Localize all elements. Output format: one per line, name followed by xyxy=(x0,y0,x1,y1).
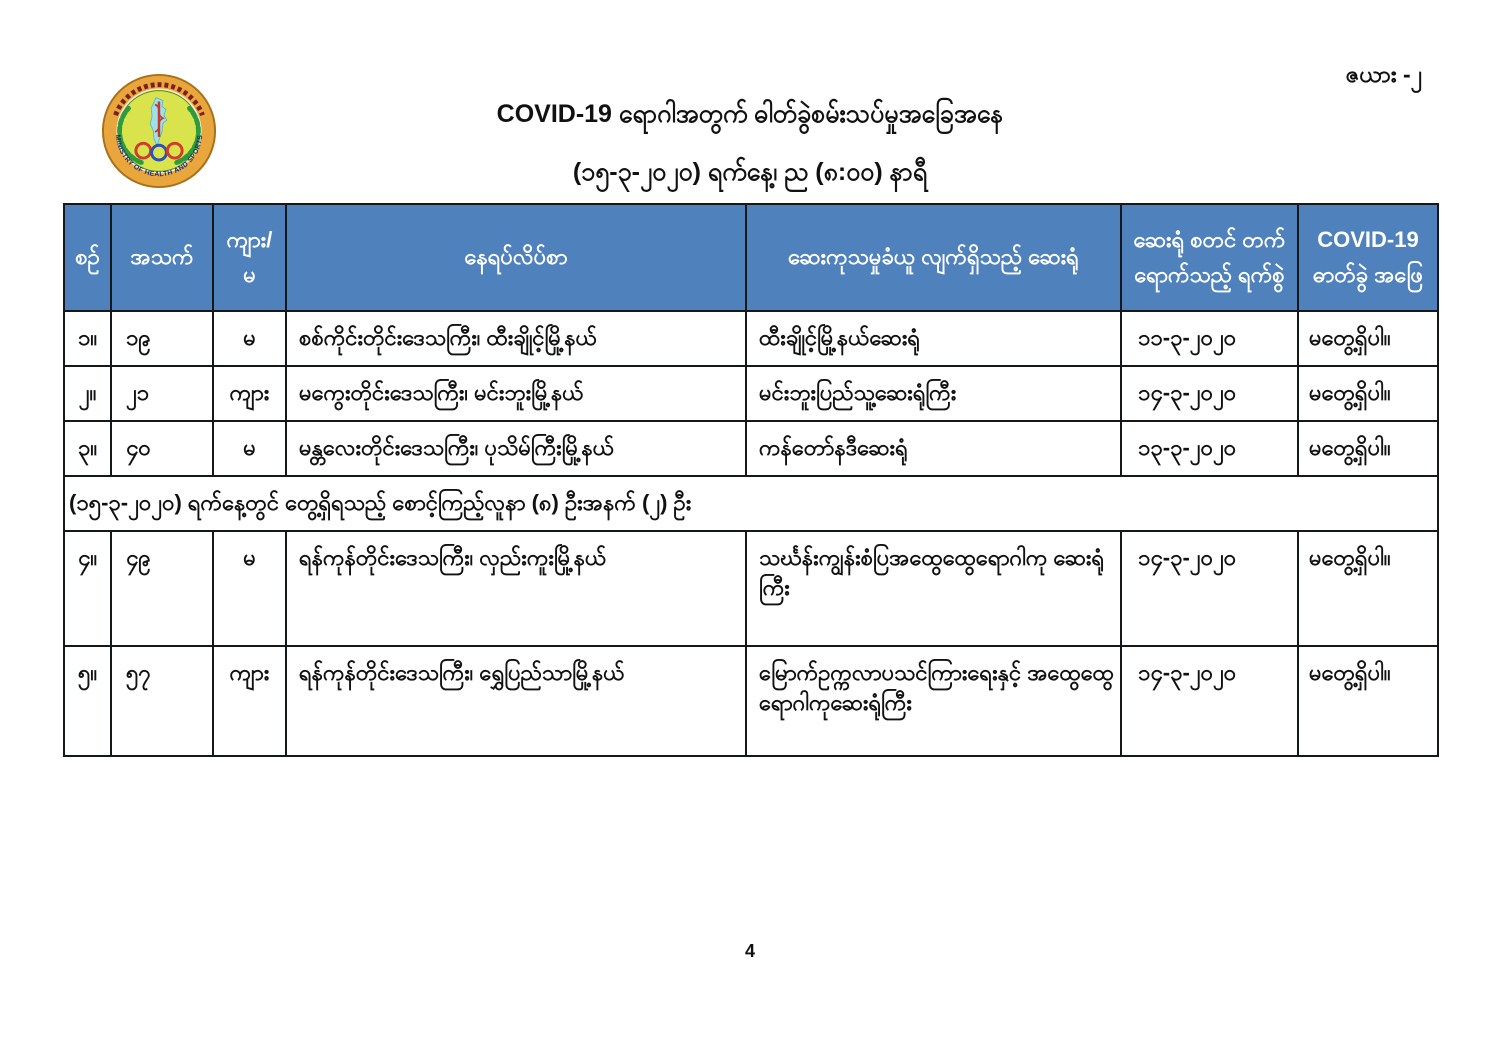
cell-admit-date: ၁၄-၃-၂၀၂၀ xyxy=(1120,645,1299,757)
logo-ring-right xyxy=(165,141,184,160)
cell-no: ၁။ xyxy=(63,310,112,367)
header-sex: ကျား/ မ xyxy=(212,203,287,312)
cell-hospital: မင်းဘူးပြည်သူ့ဆေးရုံကြီး xyxy=(745,365,1122,422)
table-section-banner: (၁၅-၃-၂၀၂၀) ရက်နေ့တွင် တွေ့ရှိရသည့် စောင… xyxy=(63,475,1439,532)
cell-admit-date: ၁၄-၃-၂၀၂၀ xyxy=(1120,365,1299,422)
cell-admit-date: ၁၁-၃-၂၀၂၀ xyxy=(1120,310,1299,367)
cell-address: မန္တလေးတိုင်းဒေသကြီး၊ ပုသိမ်ကြီးမြို့နယ် xyxy=(285,420,747,477)
header-hospital: ဆေးကုသမှုခံယူ လျက်ရှိသည့် ဆေးရုံ xyxy=(745,203,1122,312)
cell-hospital: ထီးချိုင့်မြို့နယ်ဆေးရုံ xyxy=(745,310,1122,367)
cell-result: မတွေ့ရှိပါ။ xyxy=(1297,645,1439,757)
cell-result: မတွေ့ရှိပါ။ xyxy=(1297,420,1439,477)
header-address: နေရပ်လိပ်စာ xyxy=(285,203,747,312)
cell-result: မတွေ့ရှိပါ။ xyxy=(1297,530,1439,647)
header-admit-date: ဆေးရုံ စတင် တက်ရောက်သည့် ရက်စွဲ xyxy=(1120,203,1299,312)
header-no: စဉ် xyxy=(63,203,112,312)
cell-age: ၅၇ xyxy=(110,645,214,757)
logo-snake xyxy=(154,103,165,133)
cell-no: ၂။ xyxy=(63,365,112,422)
cell-address: စစ်ကိုင်းတိုင်းဒေသကြီး၊ ထီးချိုင့်မြို့န… xyxy=(285,310,747,367)
logo-laurel-right xyxy=(174,105,201,165)
cell-address: ရန်ကုန်တိုင်းဒေသကြီး၊ ရွှေပြည်သာမြို့နယ် xyxy=(285,645,747,757)
header-age: အသက် xyxy=(110,203,214,312)
report-title: COVID-19 ရောဂါအတွက် ဓါတ်ခွဲစမ်းသပ်မှုအခြ… xyxy=(496,100,1004,128)
cell-age: ၄၉ xyxy=(110,530,214,647)
table-row: ၃။ ၄၀ မ မန္တလေးတိုင်းဒေသကြီး၊ ပုသိမ်ကြီး… xyxy=(63,420,1439,477)
report-header: COVID-19 ရောဂါအတွက် ဓါတ်ခွဲစမ်းသပ်မှုအခြ… xyxy=(0,98,1500,193)
cell-sex: မ xyxy=(212,530,287,647)
ministry-of-health-and-sports-logo: MINISTRY OF HEALTH AND SPORTS xyxy=(101,73,217,189)
cell-result: မတွေ့ရှိပါ။ xyxy=(1297,365,1439,422)
table-header: စဉ် အသက် ကျား/ မ နေရပ်လိပ်စာ ဆေးကုသမှုခံ… xyxy=(63,203,1439,312)
banner-text: (၁၅-၃-၂၀၂၀) ရက်နေ့တွင် တွေ့ရှိရသည့် စောင… xyxy=(63,475,1439,532)
surveillance-table: စဉ် အသက် ကျား/ မ နေရပ်လိပ်စာ ဆေးကုသမှုခံ… xyxy=(63,203,1439,757)
cell-admit-date: ၁၃-၃-၂၀၂၀ xyxy=(1120,420,1299,477)
logo-laurel-left xyxy=(117,105,144,165)
cell-age: ၂၁ xyxy=(110,365,214,422)
cell-address: မကွေးတိုင်းဒေသကြီး၊ မင်းဘူးမြို့နယ် xyxy=(285,365,747,422)
report-subtitle: (၁၅-၃-၂၀၂၀) ရက်နေ့၊ ည (၈:၀၀) နာရီ xyxy=(572,158,928,186)
page-number: 4 xyxy=(744,941,755,961)
cell-sex: ကျား xyxy=(212,365,287,422)
table-row: ၄။ ၄၉ မ ရန်ကုန်တိုင်းဒေသကြီး၊ လှည်းကူးမြ… xyxy=(63,530,1439,647)
cell-no: ၃။ xyxy=(63,420,112,477)
cell-no: ၅။ xyxy=(63,645,112,757)
logo-top-burmese-text-arc xyxy=(113,82,205,117)
table-row: ၁။ ၁၉ မ စစ်ကိုင်းတိုင်းဒေသကြီး၊ ထီးချိုင… xyxy=(63,310,1439,367)
cell-result: မတွေ့ရှိပါ။ xyxy=(1297,310,1439,367)
table-row: ၂။ ၂၁ ကျား မကွေးတိုင်းဒေသကြီး၊ မင်းဘူးမြ… xyxy=(63,365,1439,422)
cell-admit-date: ၁၄-၃-၂၀၂၀ xyxy=(1120,530,1299,647)
cell-hospital: သင်္ဃန်းကျွန်းစံပြအထွေထွေရောဂါကု ဆေးရုံက… xyxy=(745,530,1122,647)
header-result: COVID-19 ဓာတ်ခွဲ အဖြေ xyxy=(1297,203,1439,312)
cell-address: ရန်ကုန်တိုင်းဒေသကြီး၊ လှည်းကူးမြို့နယ် xyxy=(285,530,747,647)
cell-sex: မ xyxy=(212,420,287,477)
table-row: ၅။ ၅၇ ကျား ရန်ကုန်တိုင်းဒေသကြီး၊ ရွှေပြည… xyxy=(63,645,1439,757)
table-number-label: ဇယား -၂ xyxy=(1345,61,1422,87)
cell-hospital: ကန်တော်နဒီဆေးရုံ xyxy=(745,420,1122,477)
cell-sex: ကျား xyxy=(212,645,287,757)
cell-age: ၁၉ xyxy=(110,310,214,367)
cell-age: ၄၀ xyxy=(110,420,214,477)
cell-sex: မ xyxy=(212,310,287,367)
cell-no: ၄။ xyxy=(63,530,112,647)
cell-hospital: မြောက်ဥက္ကလာပသင်ကြားရေးနှင့် အထွေထွေရောဂ… xyxy=(745,645,1122,757)
